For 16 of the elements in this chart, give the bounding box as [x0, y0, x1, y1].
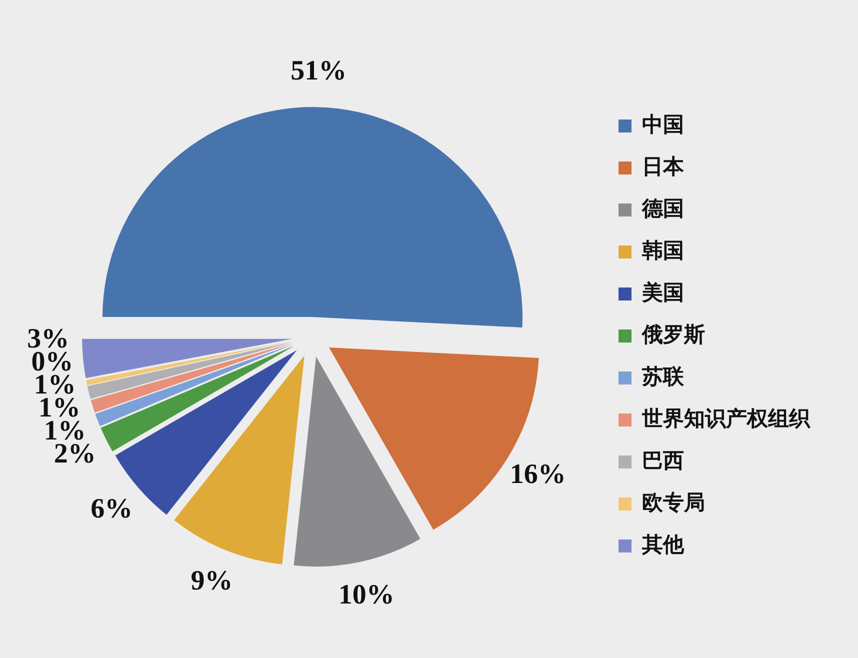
legend-label: 俄罗斯 [641, 322, 705, 346]
legend-label: 美国 [641, 280, 684, 304]
legend-label: 中国 [642, 112, 684, 136]
legend-label: 德国 [641, 196, 684, 220]
legend-label: 世界知识产权组织 [641, 406, 811, 430]
data-label: 16% [510, 458, 566, 490]
data-label: 10% [338, 580, 394, 611]
data-label: 6% [90, 494, 133, 525]
data-label: 9% [190, 566, 233, 597]
data-label: 51% [290, 55, 347, 86]
legend-label: 欧专局 [642, 490, 705, 514]
legend-label: 日本 [642, 154, 685, 178]
legend-label: 韩国 [641, 238, 684, 262]
legend-label: 苏联 [641, 364, 685, 388]
legend-label: 其他 [641, 532, 685, 556]
legend-label: 巴西 [642, 448, 684, 472]
